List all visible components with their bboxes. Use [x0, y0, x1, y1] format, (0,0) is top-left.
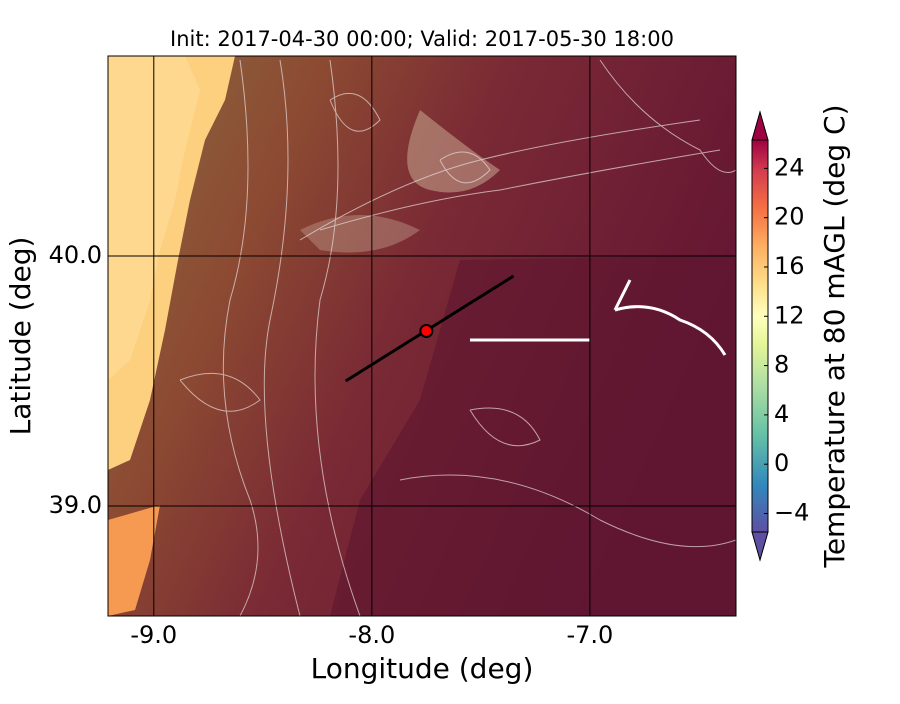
- x-tick-label: -9.0: [130, 621, 177, 649]
- cool-region: [330, 255, 736, 616]
- colorbar-tick-label: 8: [774, 351, 789, 379]
- chart-title: Init: 2017-04-30 00:00; Valid: 2017-05-3…: [170, 27, 674, 51]
- x-tick-label: -8.0: [348, 621, 395, 649]
- colorbar-tick-label: 20: [774, 203, 805, 231]
- x-tick-label: -7.0: [566, 621, 613, 649]
- colorbar-tick-label: 4: [774, 400, 789, 428]
- x-axis-label: Longitude (deg): [311, 652, 534, 685]
- site-marker: [419, 324, 434, 338]
- colorbar-tick-label: −4: [774, 499, 809, 527]
- grid: [108, 56, 736, 616]
- map-field: [108, 56, 736, 616]
- colorbar: [751, 110, 769, 562]
- colorbar-tick-label: 0: [774, 449, 789, 477]
- y-tick-label: 39.0: [49, 491, 102, 519]
- colorbar-body: [752, 140, 768, 532]
- y-tick-label: 40.0: [49, 241, 102, 269]
- y-axis-label: Latitude (deg): [4, 237, 37, 436]
- ridge: [407, 110, 500, 193]
- colorbar-tick-label: 16: [774, 252, 805, 280]
- colorbar-tick-label: 12: [774, 301, 805, 329]
- ridge: [300, 215, 420, 253]
- plot-frame: [107, 55, 737, 617]
- colorbar-extend-min: [751, 531, 769, 562]
- colorbar-extend-max: [751, 110, 769, 141]
- warm-patch: [108, 505, 160, 616]
- colorbar-label: Temperature at 80 mAGL (deg C): [818, 104, 851, 568]
- colorbar-tick-label: 24: [774, 153, 805, 181]
- masked-area: [470, 279, 727, 356]
- colorbar-frame: [751, 139, 769, 533]
- contours: [179, 59, 736, 616]
